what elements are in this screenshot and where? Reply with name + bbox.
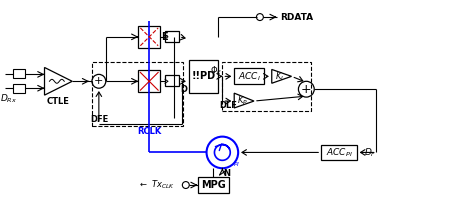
Text: E: E: [161, 32, 167, 42]
Text: N: N: [223, 169, 230, 178]
Text: $ACC_I$: $ACC_I$: [237, 70, 261, 83]
Text: MPG: MPG: [201, 180, 226, 190]
Text: RCLK: RCLK: [137, 127, 161, 136]
Bar: [198, 177, 229, 193]
Text: !!PD: !!PD: [191, 71, 216, 81]
Text: $D_F$: $D_F$: [364, 146, 377, 159]
Text: CTLE: CTLE: [47, 97, 70, 106]
Bar: [234, 68, 264, 84]
Bar: [222, 62, 311, 111]
Bar: [138, 26, 160, 48]
Bar: [321, 145, 357, 160]
Bar: [165, 31, 179, 42]
Text: $K_P$: $K_P$: [237, 95, 247, 107]
Text: DFE: DFE: [91, 115, 109, 124]
Text: +: +: [94, 76, 103, 86]
Bar: [165, 75, 179, 86]
Bar: [13, 84, 25, 93]
Text: D: D: [180, 85, 187, 94]
Bar: [189, 60, 219, 93]
Text: DLF: DLF: [219, 101, 237, 111]
Text: $\leftarrow$ $Tx_{CLK}$: $\leftarrow$ $Tx_{CLK}$: [138, 179, 174, 191]
Text: $\Phi_E$: $\Phi_E$: [210, 64, 223, 77]
Text: RDATA: RDATA: [280, 13, 313, 22]
Bar: [92, 62, 183, 126]
Bar: [138, 70, 160, 92]
Text: $D_{Rx}$: $D_{Rx}$: [0, 93, 18, 105]
Text: $K_I$: $K_I$: [275, 70, 284, 83]
Text: $ACC_{PI}$: $ACC_{PI}$: [326, 146, 352, 159]
Text: +: +: [301, 83, 311, 96]
Text: $_{PI}$: $_{PI}$: [233, 160, 240, 169]
Bar: [13, 69, 25, 78]
